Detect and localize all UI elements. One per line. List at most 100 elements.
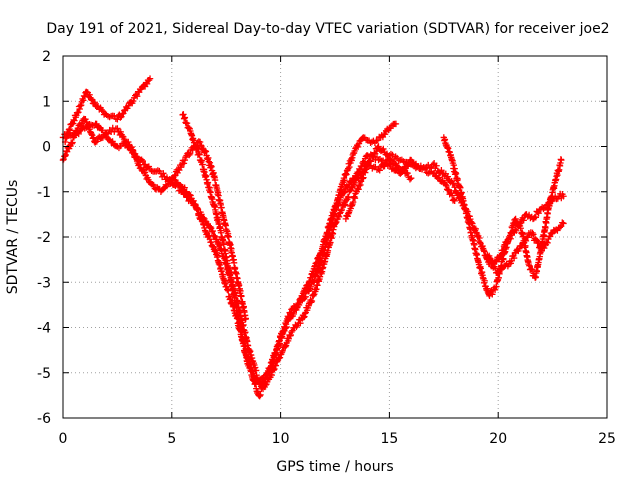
trace-marker [504, 238, 512, 246]
trace-marker [238, 328, 246, 335]
trace-marker [324, 230, 331, 237]
trace-marker [88, 131, 95, 138]
trace-marker [269, 357, 276, 365]
trace-marker [130, 97, 137, 105]
data-point [560, 220, 567, 227]
trace-marker [491, 286, 499, 294]
y-tick-label: -4 [37, 321, 51, 337]
trace-marker [246, 359, 254, 366]
trace-marker [380, 145, 387, 153]
trace-marker [507, 235, 514, 242]
trace-marker [257, 391, 264, 399]
x-tick-label: 0 [59, 431, 68, 447]
trace-marker [381, 131, 389, 138]
trace-marker [450, 196, 458, 203]
trace-marker [278, 349, 286, 356]
trace-marker [548, 230, 555, 237]
trace-marker [262, 375, 269, 382]
trace-marker [141, 169, 149, 176]
trace-marker [458, 189, 465, 196]
trace-marker [333, 218, 340, 226]
data-point [288, 328, 295, 336]
data-point [146, 75, 154, 82]
trace-marker [443, 182, 450, 189]
trace-marker [463, 208, 470, 216]
trace-marker [182, 119, 189, 126]
data-point [135, 161, 143, 168]
trace-marker [513, 227, 520, 234]
trace-marker [306, 277, 313, 285]
y-tick-label: -2 [37, 230, 51, 246]
trace-marker [430, 169, 438, 177]
trace-marker [228, 277, 235, 285]
trace-marker [532, 236, 540, 243]
trace-marker [170, 176, 178, 183]
series-track-4 [179, 111, 400, 391]
trace-marker [302, 293, 309, 300]
data-point [558, 156, 565, 164]
trace-marker [76, 105, 83, 113]
trace-marker [341, 176, 348, 184]
trace-marker [102, 131, 109, 138]
data-point [114, 125, 121, 132]
trace-marker [301, 310, 309, 317]
trace-marker [435, 174, 443, 181]
trace-marker [201, 227, 209, 234]
trace-marker [350, 180, 357, 188]
trace-marker [60, 155, 67, 163]
data-points [59, 75, 567, 400]
trace-marker [180, 111, 187, 118]
data-point [181, 156, 189, 164]
trace-marker [82, 116, 89, 123]
trace-marker [308, 299, 315, 306]
trace-marker [450, 161, 458, 169]
trace-marker [206, 235, 214, 243]
trace-marker [542, 224, 549, 232]
trace-marker [282, 343, 289, 350]
series-track-7 [440, 134, 565, 300]
data-point [375, 143, 382, 150]
trace-marker [93, 138, 101, 145]
trace-marker [206, 232, 213, 240]
x-tick-label: 25 [598, 431, 616, 447]
trace-marker [445, 186, 453, 193]
trace-marker [68, 140, 76, 147]
trace-marker [187, 192, 194, 199]
trace-marker [196, 151, 203, 158]
trace-marker [138, 156, 145, 163]
trace-marker [532, 214, 540, 221]
trace-marker [457, 184, 464, 191]
trace-marker [367, 158, 375, 165]
y-tick-label: -1 [37, 185, 51, 201]
series-track-3 [61, 75, 154, 146]
trace-marker [300, 314, 307, 321]
trace-marker [197, 142, 205, 149]
x-tick-label: 10 [272, 431, 290, 447]
data-point [290, 310, 297, 318]
trace-marker [186, 151, 193, 159]
trace-marker [105, 136, 113, 143]
trace-marker [131, 150, 139, 158]
grid [63, 56, 607, 418]
trace-marker [71, 117, 78, 124]
trace-marker [444, 173, 451, 180]
trace-marker [382, 160, 389, 167]
series-track-5 [168, 138, 249, 323]
trace-marker [510, 254, 518, 262]
data-point [375, 156, 382, 164]
trace-marker [301, 313, 308, 320]
trace-marker [169, 180, 176, 187]
trace-marker [80, 97, 87, 104]
trace-marker [129, 147, 137, 154]
trace-marker [207, 223, 214, 230]
trace-marker [336, 210, 343, 217]
trace-marker [342, 201, 349, 208]
y-tick-label: 2 [42, 49, 51, 65]
trace-marker [189, 146, 196, 154]
trace-marker [88, 95, 95, 103]
trace-marker [340, 202, 348, 209]
trace-marker [120, 110, 127, 117]
trace-marker [202, 148, 210, 155]
